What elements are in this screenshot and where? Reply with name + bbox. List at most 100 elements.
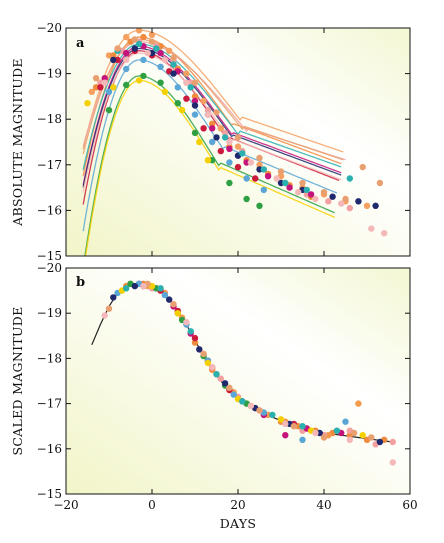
data-point	[346, 436, 353, 443]
data-point	[243, 195, 250, 203]
data-point	[157, 285, 164, 292]
data-point	[247, 159, 255, 166]
data-point	[325, 198, 332, 205]
panel-b-y-tick-label: −15	[37, 487, 62, 501]
data-point	[363, 202, 371, 209]
panel-a-x-axis	[65, 28, 411, 256]
data-point	[191, 79, 199, 86]
data-point	[135, 28, 143, 34]
data-point	[114, 45, 121, 52]
data-point	[221, 134, 229, 141]
data-point	[183, 70, 190, 77]
data-point	[260, 166, 267, 173]
data-point	[191, 129, 199, 137]
panel-a-y-tick-label: −15	[37, 249, 62, 263]
data-point	[359, 163, 366, 171]
data-point	[217, 375, 224, 382]
data-point	[256, 407, 263, 414]
data-point	[217, 125, 224, 132]
data-point	[359, 432, 366, 439]
data-point	[170, 54, 177, 61]
data-point	[170, 301, 177, 308]
data-point	[131, 282, 138, 290]
panel-b-background	[66, 268, 410, 494]
panel-b-y-axis-title: SCALED MAGNITUDE	[10, 306, 25, 455]
data-point	[368, 225, 375, 232]
panel-b-y-tick-label: −16	[37, 442, 62, 456]
data-point	[221, 380, 229, 387]
data-point	[204, 359, 212, 367]
data-point	[376, 179, 384, 187]
data-point	[204, 111, 212, 118]
data-point	[372, 202, 379, 209]
data-point	[389, 459, 396, 466]
fit-curve	[84, 79, 336, 256]
data-point	[166, 296, 173, 303]
data-point	[101, 79, 108, 86]
data-point	[350, 429, 358, 437]
data-point	[342, 195, 349, 203]
data-point	[101, 312, 108, 319]
data-point	[213, 134, 220, 141]
data-point	[148, 31, 156, 38]
data-point	[260, 186, 267, 194]
data-point	[209, 120, 216, 128]
data-point	[191, 93, 199, 100]
data-point	[252, 175, 259, 182]
data-point	[217, 147, 224, 155]
data-point	[196, 346, 203, 353]
data-point	[110, 84, 117, 91]
data-point	[312, 195, 319, 203]
data-point	[230, 391, 237, 398]
data-point	[191, 97, 199, 105]
data-point	[123, 285, 130, 292]
data-point	[277, 168, 285, 175]
x-tick-label: 20	[230, 498, 245, 512]
panel-b-y-tick-label: −17	[37, 397, 62, 411]
x-tick-label: 40	[316, 498, 331, 512]
fit-curve	[82, 38, 344, 161]
panel-b-points	[101, 280, 396, 466]
data-point	[84, 100, 91, 107]
data-point	[200, 350, 207, 358]
data-point	[299, 179, 306, 187]
panel-a: −20 −19 −18 −17 −16 −15 a ABSOLUTE MAGNITUDE	[10, 21, 411, 263]
data-point	[97, 84, 104, 91]
data-point	[178, 106, 186, 114]
data-point	[256, 154, 263, 162]
fit-curve	[82, 36, 342, 176]
panel-a-y-axis-title: ABSOLUTE MAGNITUDE	[10, 58, 25, 227]
data-point	[148, 38, 156, 45]
panel-b-x-axis: −20 0 20 40 60	[53, 268, 418, 512]
data-point	[170, 61, 177, 68]
data-point	[105, 106, 113, 114]
data-point	[234, 163, 242, 171]
data-point	[355, 400, 362, 407]
data-point	[320, 434, 328, 441]
data-point	[286, 184, 293, 191]
data-point	[157, 79, 164, 86]
data-point	[161, 291, 169, 299]
data-point	[191, 339, 199, 346]
data-point	[307, 191, 315, 198]
data-point	[329, 193, 336, 200]
data-point	[170, 70, 177, 77]
data-point	[389, 438, 396, 446]
data-point	[187, 328, 194, 335]
data-point	[101, 75, 108, 82]
panel-b-y-tick-label: −18	[37, 351, 62, 365]
data-point	[282, 179, 289, 187]
panel-b-y-axis: −20 −19 −18 −17 −16 −15	[37, 261, 410, 501]
data-point	[183, 95, 190, 102]
data-point	[105, 88, 113, 96]
x-tick-label: 0	[148, 498, 156, 512]
data-point	[144, 49, 151, 57]
data-point	[191, 111, 199, 118]
data-point	[355, 198, 362, 205]
data-point	[187, 84, 194, 91]
data-point	[140, 33, 147, 41]
data-point	[226, 179, 233, 187]
data-point	[239, 150, 246, 157]
panel-a-y-tick-label: −18	[37, 112, 62, 126]
data-point	[196, 138, 203, 146]
